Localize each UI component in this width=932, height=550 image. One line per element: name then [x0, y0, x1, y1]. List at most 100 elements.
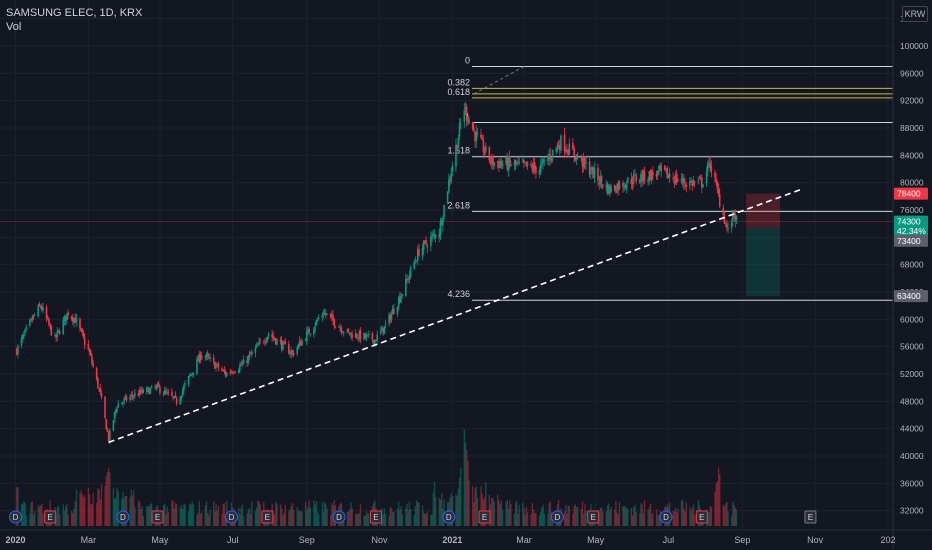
- candle-body: [492, 156, 494, 166]
- volume-bar: [66, 504, 68, 526]
- volume-bar: [217, 505, 220, 526]
- volume-bar: [692, 504, 695, 526]
- price-label-badge: [894, 215, 928, 228]
- volume-bar: [417, 501, 419, 526]
- candle-body: [408, 275, 411, 279]
- candle-body: [449, 178, 451, 180]
- candle-body: [150, 385, 153, 388]
- volume-bar: [441, 493, 443, 526]
- volume-bar: [99, 499, 101, 526]
- volume-bar: [355, 514, 357, 526]
- volume-bar: [130, 489, 132, 526]
- candle-body: [474, 131, 476, 142]
- candle-body: [650, 170, 653, 180]
- earnings-marker-label: E: [699, 513, 704, 522]
- candle-body: [204, 356, 207, 358]
- candle-body: [415, 261, 418, 263]
- candle-body: [340, 328, 343, 333]
- volume-bar: [455, 494, 457, 526]
- candle-body: [376, 334, 378, 342]
- candle-body: [508, 156, 511, 163]
- volume-bar: [640, 503, 642, 526]
- candle-body: [576, 155, 579, 159]
- volume-bar: [599, 507, 602, 526]
- candle-body: [183, 386, 185, 391]
- candle-body: [15, 348, 18, 355]
- candle-body: [516, 163, 518, 165]
- candle-body: [351, 333, 353, 339]
- candle-body: [521, 160, 524, 162]
- volume-bar: [580, 508, 582, 526]
- candle-body: [573, 148, 575, 157]
- volume-bar: [259, 504, 261, 526]
- candle-body: [735, 215, 738, 221]
- earnings-marker: [369, 510, 382, 524]
- candle-body: [356, 334, 358, 338]
- volume-bar: [710, 507, 713, 526]
- candle-body: [200, 355, 203, 359]
- candle-body: [383, 325, 386, 335]
- price-tick-label: 76000: [900, 205, 924, 215]
- candle-body: [314, 326, 316, 330]
- candle-body: [122, 402, 124, 404]
- volume-bar: [346, 511, 349, 526]
- candle-body: [733, 210, 735, 214]
- volume-bar: [431, 514, 433, 526]
- candle-body: [365, 335, 368, 338]
- volume-bar: [655, 509, 658, 526]
- candle-body: [230, 371, 233, 374]
- candle-body: [430, 237, 432, 247]
- volume-bar: [563, 511, 566, 526]
- candle-body: [233, 372, 235, 374]
- candle-body: [223, 370, 226, 372]
- volume-bar: [630, 507, 633, 526]
- candle-body: [317, 318, 320, 320]
- volume-label[interactable]: Vol: [6, 21, 22, 33]
- volume-bar: [330, 514, 332, 526]
- volume-bar: [368, 513, 370, 526]
- candle-body: [258, 341, 260, 345]
- volume-bar: [690, 511, 692, 526]
- earnings-marker: [44, 510, 57, 524]
- candle-body: [82, 333, 85, 338]
- volume-bar: [72, 513, 74, 526]
- candle-body: [304, 340, 307, 341]
- candle-body: [221, 368, 223, 371]
- candle-body: [471, 121, 474, 130]
- candle-body: [709, 162, 711, 168]
- candle-body: [74, 317, 76, 323]
- volume-bar: [117, 491, 119, 526]
- price-label-badge: [894, 225, 928, 238]
- volume-bar: [634, 504, 636, 526]
- candle-body: [109, 430, 111, 442]
- volume-bar: [96, 502, 98, 526]
- candle-body: [627, 177, 629, 184]
- volume-bar: [735, 509, 738, 526]
- volume-bar: [56, 507, 58, 526]
- volume-bar: [71, 510, 73, 526]
- volume-bar: [17, 487, 19, 526]
- volume-bar: [472, 486, 474, 526]
- volume-bar: [516, 501, 518, 526]
- dividend-marker-label: D: [663, 513, 669, 522]
- candle-body: [123, 398, 125, 402]
- candle-body: [364, 333, 367, 338]
- volume-bar: [733, 504, 735, 526]
- volume-bar: [708, 512, 710, 526]
- candle-body: [455, 144, 457, 167]
- candle-body: [440, 220, 443, 225]
- time-tick-label: May: [587, 535, 605, 545]
- candle-body: [209, 357, 211, 359]
- candle-body: [229, 372, 232, 374]
- earnings-marker: [478, 510, 491, 524]
- candle-body: [533, 162, 536, 169]
- candle-body: [240, 363, 242, 366]
- symbol-title[interactable]: SAMSUNG ELEC, 1D, KRX: [6, 7, 143, 19]
- currency-badge[interactable]: KRW: [902, 6, 928, 22]
- candle-body: [70, 316, 73, 319]
- candle-body: [46, 318, 49, 320]
- candle-body: [366, 334, 369, 336]
- dividend-marker: [9, 510, 23, 524]
- candle-body: [493, 162, 495, 167]
